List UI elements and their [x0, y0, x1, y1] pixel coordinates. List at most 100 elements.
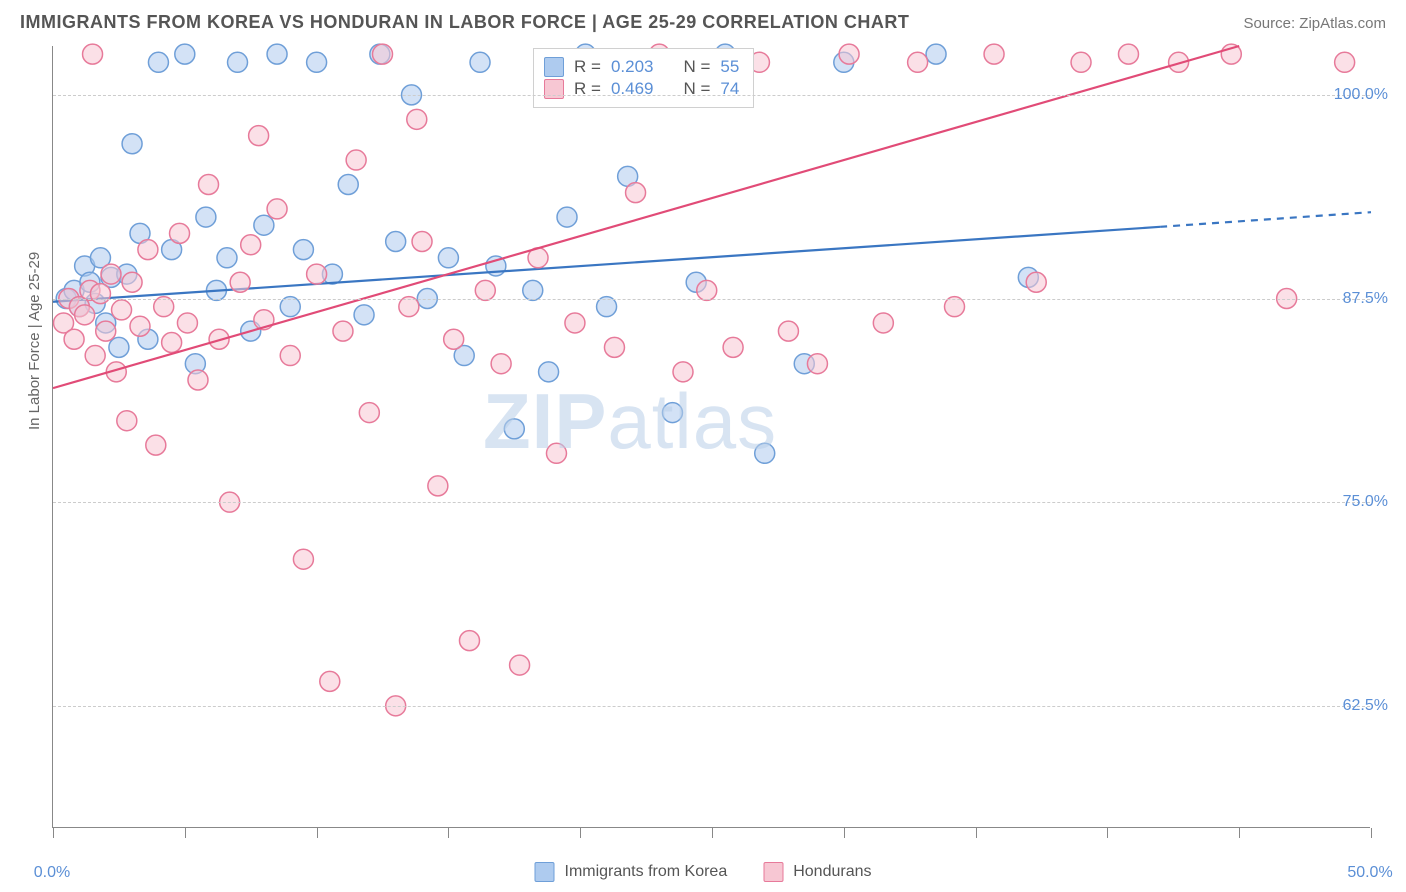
scatter-point: [354, 305, 374, 325]
legend-series-item: Immigrants from Korea: [535, 862, 728, 882]
scatter-point: [199, 174, 219, 194]
scatter-point: [170, 223, 190, 243]
scatter-point: [85, 346, 105, 366]
scatter-point: [984, 44, 1004, 64]
scatter-point: [146, 435, 166, 455]
scatter-point: [307, 52, 327, 72]
y-tick-label: 87.5%: [1343, 290, 1388, 308]
scatter-point: [926, 44, 946, 64]
chart-header: IMMIGRANTS FROM KOREA VS HONDURAN IN LAB…: [20, 12, 1386, 33]
scatter-point: [112, 300, 132, 320]
x-tick-mark: [317, 828, 318, 838]
x-tick-mark: [712, 828, 713, 838]
x-tick-label: 0.0%: [34, 864, 70, 882]
gridline-h: [53, 95, 1370, 96]
legend-r-value: 0.469: [611, 79, 654, 99]
scatter-point: [673, 362, 693, 382]
plot-area: ZIPatlas R =0.203N =55R =0.469N =74: [52, 46, 1370, 828]
y-tick-label: 62.5%: [1343, 697, 1388, 715]
scatter-point: [1118, 44, 1138, 64]
scatter-point: [117, 411, 137, 431]
legend-r-label: R =: [574, 79, 601, 99]
scatter-point: [565, 313, 585, 333]
scatter-point: [523, 280, 543, 300]
scatter-point: [626, 183, 646, 203]
scatter-point: [217, 248, 237, 268]
scatter-point: [539, 362, 559, 382]
scatter-point: [177, 313, 197, 333]
x-tick-mark: [844, 828, 845, 838]
scatter-point: [267, 199, 287, 219]
scatter-point: [188, 370, 208, 390]
scatter-point: [249, 126, 269, 146]
scatter-point: [475, 280, 495, 300]
legend-n-label: N =: [683, 57, 710, 77]
scatter-point: [109, 337, 129, 357]
scatter-point: [162, 333, 182, 353]
scatter-point: [839, 44, 859, 64]
x-tick-mark: [976, 828, 977, 838]
scatter-point: [230, 272, 250, 292]
chart-source: Source: ZipAtlas.com: [1243, 15, 1386, 32]
scatter-point: [154, 297, 174, 317]
legend-n-label: N =: [683, 79, 710, 99]
gridline-h: [53, 502, 1370, 503]
scatter-point: [254, 215, 274, 235]
legend-n-value: 55: [720, 57, 739, 77]
scatter-point: [96, 321, 116, 341]
gridline-h: [53, 299, 1370, 300]
legend-correlation-row: R = 0.469 N = 74: [544, 79, 739, 99]
legend-series-label: Hondurans: [793, 863, 871, 881]
scatter-point: [491, 354, 511, 374]
legend-n-value: 74: [720, 79, 739, 99]
scatter-point: [241, 235, 261, 255]
scatter-point: [557, 207, 577, 227]
chart-svg: [53, 46, 1370, 827]
x-tick-mark: [1239, 828, 1240, 838]
legend-series-label: Immigrants from Korea: [565, 863, 728, 881]
scatter-point: [175, 44, 195, 64]
scatter-point: [83, 44, 103, 64]
y-tick-label: 75.0%: [1343, 493, 1388, 511]
legend-swatch: [544, 57, 564, 77]
legend-swatch: [535, 862, 555, 882]
scatter-point: [373, 44, 393, 64]
scatter-point: [359, 403, 379, 423]
scatter-point: [697, 280, 717, 300]
scatter-point: [438, 248, 458, 268]
scatter-point: [546, 443, 566, 463]
scatter-point: [280, 346, 300, 366]
x-tick-mark: [580, 828, 581, 838]
scatter-point: [293, 549, 313, 569]
scatter-point: [1071, 52, 1091, 72]
scatter-point: [138, 240, 158, 260]
chart-title: IMMIGRANTS FROM KOREA VS HONDURAN IN LAB…: [20, 12, 909, 33]
scatter-point: [75, 305, 95, 325]
scatter-point: [228, 52, 248, 72]
scatter-point: [130, 316, 150, 336]
scatter-point: [908, 52, 928, 72]
x-tick-mark: [185, 828, 186, 838]
legend-correlation-row: R =0.203N =55: [544, 57, 739, 77]
legend-swatch: [763, 862, 783, 882]
scatter-point: [293, 240, 313, 260]
legend-swatch: [544, 79, 564, 99]
scatter-point: [510, 655, 530, 675]
legend-series: Immigrants from Korea Hondurans: [535, 862, 872, 882]
scatter-point: [122, 272, 142, 292]
scatter-point: [1335, 52, 1355, 72]
scatter-point: [386, 232, 406, 252]
scatter-point: [280, 297, 300, 317]
scatter-point: [122, 134, 142, 154]
scatter-point: [412, 232, 432, 252]
scatter-point: [407, 109, 427, 129]
scatter-point: [64, 329, 84, 349]
scatter-point: [604, 337, 624, 357]
x-tick-mark: [53, 828, 54, 838]
scatter-point: [399, 297, 419, 317]
x-tick-mark: [1371, 828, 1372, 838]
scatter-point: [470, 52, 490, 72]
scatter-point: [662, 403, 682, 423]
scatter-point: [148, 52, 168, 72]
legend-r-label: R =: [574, 57, 601, 77]
